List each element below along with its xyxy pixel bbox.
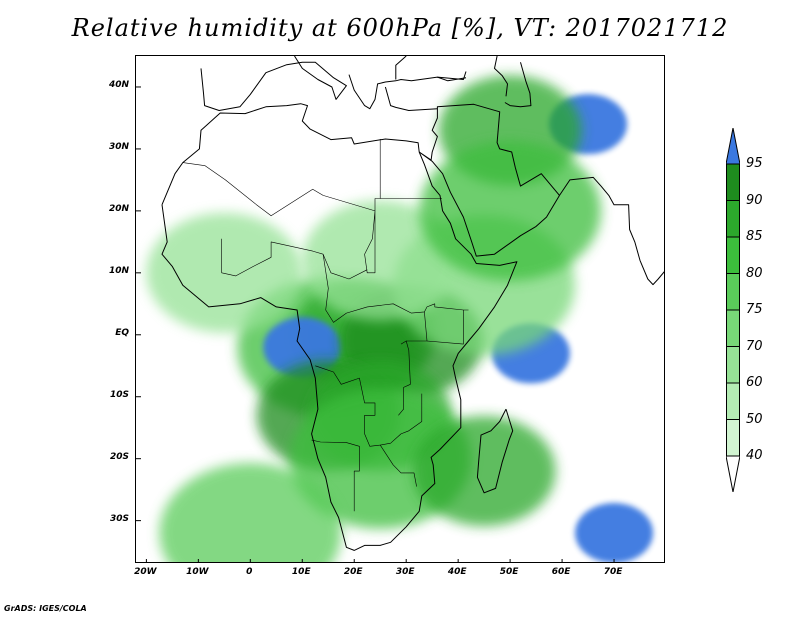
- lon-tick-label: 70E: [603, 567, 623, 577]
- country-border-5: [311, 439, 360, 512]
- humidity-region-7: [412, 416, 556, 527]
- coastline-6: [559, 176, 664, 286]
- coastline-8: [494, 56, 508, 97]
- coastline-0: [161, 103, 518, 551]
- coastline-10: [395, 56, 407, 80]
- lat-tick-label: 20S: [109, 451, 129, 462]
- lon-tick-label: 10E: [291, 567, 311, 577]
- lat-tick-label: 40N: [108, 79, 129, 90]
- humidity-region-16: [575, 503, 654, 562]
- colorbar-swatch: [726, 236, 740, 274]
- colorbar-swatch: [726, 346, 740, 384]
- colorbar-level-label: 40: [746, 448, 763, 463]
- grads-credit: GrADS: IGES/COLA: [4, 604, 87, 613]
- humidity-region-15: [159, 463, 342, 562]
- country-border-8: [426, 310, 464, 345]
- coastline-3: [200, 56, 347, 111]
- lat-tick-label: EQ: [115, 327, 129, 338]
- country-border-0: [182, 139, 381, 217]
- lat-tick-label: 30S: [109, 513, 129, 524]
- country-border-1: [221, 238, 469, 323]
- colorbar-level-label: 50: [746, 411, 763, 427]
- country-border-2: [364, 210, 376, 274]
- colorbar-level-label: 70: [746, 338, 763, 354]
- colorbar-swatch: [726, 419, 740, 457]
- humidity-region-11: [146, 212, 303, 333]
- coastline-2: [476, 408, 514, 494]
- lon-tick-label: 0: [246, 567, 253, 577]
- humidity-region-14: [419, 140, 602, 281]
- colorbar-level-label: 90: [746, 192, 763, 208]
- colorbar-under-triangle: [726, 455, 740, 492]
- coastline-1: [418, 103, 560, 257]
- chart-title: Relative humidity at 600hPa [%], VT: 201…: [71, 14, 729, 42]
- coastline-5: [384, 86, 438, 111]
- map-panel: [135, 55, 665, 563]
- colorbar-swatch: [726, 163, 740, 201]
- lon-tick-label: 20E: [343, 567, 363, 577]
- lat-tick-label: 10N: [108, 265, 129, 276]
- country-border-6: [379, 444, 417, 487]
- lon-tick-label: 40E: [447, 567, 467, 577]
- lat-tick-label: 20N: [108, 203, 129, 214]
- country-border-4: [315, 365, 423, 447]
- colorbar-level-label: 75: [746, 302, 763, 317]
- lat-tick-label: 10S: [109, 389, 129, 400]
- colorbar-level-label: 85: [746, 229, 763, 244]
- lat-tick-label: 30N: [108, 141, 129, 152]
- lon-tick-label: 60E: [551, 567, 571, 577]
- colorbar-level-label: 80: [746, 265, 763, 281]
- coastline-11: [437, 76, 467, 82]
- colorbar-swatch: [726, 200, 740, 238]
- colorbar-over-triangle: [726, 128, 740, 165]
- colorbar-swatch: [726, 309, 740, 347]
- colorbar-level-label: 95: [746, 156, 763, 171]
- humidity-region-10: [302, 200, 459, 321]
- colorbar-level-label: 60: [746, 375, 763, 390]
- humidity-map: [136, 56, 664, 562]
- lon-tick-label: 50E: [499, 567, 519, 577]
- country-border-10: [406, 311, 428, 342]
- country-border-9: [322, 254, 368, 280]
- lon-tick-label: 10W: [186, 567, 209, 577]
- colorbar-swatch: [726, 382, 740, 420]
- colorbar: [726, 128, 740, 492]
- coastline-7: [504, 62, 532, 108]
- lon-tick-label: 30E: [395, 567, 415, 577]
- coastline-4: [348, 71, 467, 110]
- colorbar-swatch: [726, 273, 740, 311]
- lon-tick-label: 20W: [134, 567, 157, 577]
